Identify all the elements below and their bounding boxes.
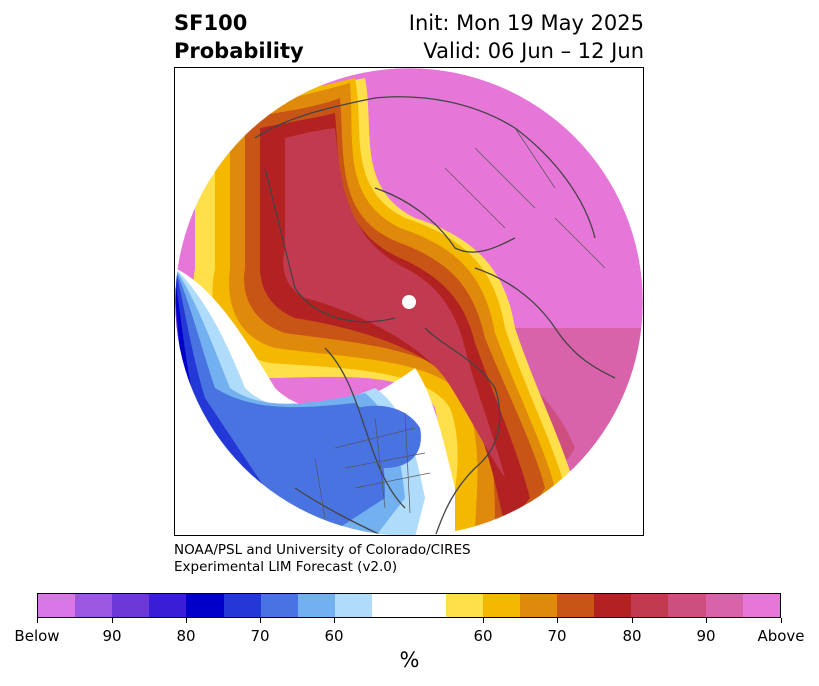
colorbar-swatch <box>334 594 372 617</box>
colorbar-swatch <box>75 594 113 617</box>
colorbar-swatch <box>297 594 335 617</box>
colorbar-tick-mark <box>706 618 707 623</box>
colorbar-swatch <box>520 594 558 617</box>
colorbar-tick-mark <box>781 618 782 623</box>
colorbar-tick-mark <box>483 618 484 623</box>
credit-line-2: Experimental LIM Forecast (v2.0) <box>174 559 398 575</box>
colorbar-tick-label: 90 <box>102 627 122 645</box>
colorbar-tick-label: 70 <box>250 627 270 645</box>
colorbar-tick-mark <box>186 618 187 623</box>
colorbar-tick-label: Above <box>757 627 805 645</box>
map-title-right: Init: Mon 19 May 2025 Valid: 06 Jun – 12… <box>409 9 644 65</box>
credit-line-1: NOAA/PSL and University of Colorado/CIRE… <box>174 542 471 558</box>
state-borders <box>314 127 606 519</box>
colorbar-swatch <box>149 594 187 617</box>
colorbar-swatch <box>668 594 706 617</box>
colorbar-swatch <box>482 594 521 617</box>
north-pole-marker <box>402 295 416 309</box>
init-date: Init: Mon 19 May 2025 <box>408 11 644 35</box>
colorbar-swatch <box>260 594 298 617</box>
probability-map <box>174 67 644 536</box>
colorbar-swatch <box>186 594 224 617</box>
colorbar-tick-label: Below <box>14 627 60 645</box>
colorbar-swatch <box>371 594 446 617</box>
colorbar-tick-mark <box>112 618 113 623</box>
band-crimson <box>283 128 505 478</box>
credit-block: NOAA/PSL and University of Colorado/CIRE… <box>174 542 471 576</box>
colorbar-tick-label: 70 <box>547 627 567 645</box>
kind-title: Probability <box>174 39 304 63</box>
colorbar-swatch <box>223 594 261 617</box>
map-svg <box>175 68 643 535</box>
colorbar-tick-label: 90 <box>696 627 716 645</box>
colorbar-tick-mark <box>37 618 38 623</box>
colorbar-swatch <box>594 594 632 617</box>
colorbar-swatch <box>742 594 780 617</box>
map-title-left: SF100 Probability <box>174 9 304 65</box>
colorbar-ticks: Below 90 80 70 60 60 70 80 90 Above <box>0 618 819 648</box>
na-below-blob <box>335 405 421 468</box>
colorbar-swatch <box>445 594 483 617</box>
colorbar-tick-mark <box>260 618 261 623</box>
colorbar-tick-mark <box>557 618 558 623</box>
colorbar-tick-mark <box>632 618 633 623</box>
colorbar-swatch <box>705 594 743 617</box>
colorbar-swatch <box>557 594 595 617</box>
colorbar-swatch <box>631 594 669 617</box>
colorbar <box>37 593 781 618</box>
colorbar-tick-label: 80 <box>622 627 642 645</box>
colorbar-tick-label: 60 <box>473 627 493 645</box>
colorbar-tick-label: 80 <box>176 627 196 645</box>
colorbar-swatch <box>38 594 76 617</box>
valid-range: Valid: 06 Jun – 12 Jun <box>423 39 644 63</box>
colorbar-unit-label: % <box>399 648 420 672</box>
colorbar-tick-mark <box>334 618 335 623</box>
colorbar-swatch <box>112 594 150 617</box>
colorbar-tick-label: 60 <box>324 627 344 645</box>
variable-title: SF100 <box>174 11 248 35</box>
coastlines <box>254 96 616 535</box>
